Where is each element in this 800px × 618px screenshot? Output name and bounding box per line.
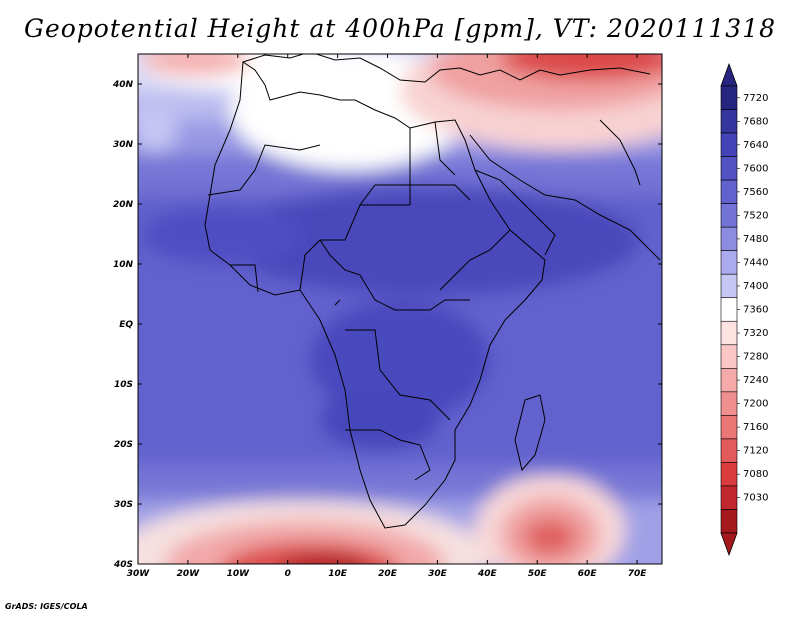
colorbar-label: 7560 (743, 187, 768, 198)
colorbar-segment (720, 156, 738, 181)
x-axis: 30W 20W 10W 0 10E 20E 30E 40E 50E 60E 70E (127, 54, 647, 579)
colorbar-label: 7720 (743, 93, 768, 104)
colorbar-segment (720, 203, 738, 228)
colorbar-segment (720, 415, 738, 440)
x-tick-label: 30W (127, 569, 151, 579)
plot-frame (137, 53, 663, 565)
chart-title: Geopotential Height at 400hPa [gpm], VT:… (23, 14, 777, 43)
colorbar-segment (720, 132, 738, 157)
x-tick-label: 30E (428, 569, 448, 579)
colorbar-segment (720, 250, 738, 275)
colorbar-segment (720, 109, 738, 134)
colorbar-segment (720, 85, 738, 110)
colorbar: 7720 7680 7640 7600 7560 7520 7480 7440 7400 7360… (720, 62, 768, 557)
x-tick-label: 20E (378, 569, 398, 579)
x-tick-label: 40E (477, 569, 498, 579)
colorbar-label: 7080 (743, 469, 768, 480)
colorbar-segment (720, 462, 738, 487)
colorbar-arrow-top (720, 62, 738, 87)
x-tick-label: 60E (578, 569, 598, 579)
colorbar-segment (720, 485, 738, 510)
y-tick-label: 40S (113, 560, 133, 570)
colorbar-segment (720, 226, 738, 251)
colorbar-label: 7320 (743, 328, 768, 339)
x-tick-label: 50E (528, 569, 548, 579)
credit-label: GrADS: IGES/COLA (5, 602, 88, 611)
colorbar-segment (720, 509, 738, 534)
colorbar-label: 7280 (743, 352, 768, 363)
height-field (138, 54, 662, 564)
y-tick-label: 30S (114, 500, 133, 510)
colorbar-label: 7120 (743, 446, 768, 457)
x-tick-label: 10E (328, 569, 348, 579)
y-tick-label: 40N (112, 80, 134, 90)
y-axis: 40S 30S 20S 10S EQ 10N 20N 30N 40N (112, 80, 662, 570)
x-tick-label: 0 (285, 569, 291, 579)
x-tick-label: 70E (628, 569, 648, 579)
y-tick-label: 20S (114, 440, 133, 450)
colorbar-segment (720, 297, 738, 322)
colorbar-label: 7680 (743, 116, 768, 127)
colorbar-segment (720, 320, 738, 346)
colorbar-label: 7440 (743, 257, 768, 268)
coastlines (204, 54, 661, 529)
colorbar-label: 7240 (743, 375, 768, 386)
colorbar-label: 7160 (743, 422, 768, 433)
colorbar-arrow-bottom (720, 532, 738, 557)
colorbar-segment (720, 344, 738, 369)
colorbar-label: 7600 (743, 163, 768, 174)
colorbar-label: 7520 (743, 210, 768, 221)
colorbar-label: 7400 (743, 281, 768, 292)
colorbar-label: 7360 (743, 305, 768, 316)
colorbar-segment (720, 391, 738, 416)
x-tick-label: 10W (227, 569, 251, 579)
y-tick-label: 10N (113, 260, 134, 270)
y-tick-label: EQ (119, 320, 133, 330)
colorbar-segment (720, 438, 738, 463)
colorbar-segment (720, 273, 738, 299)
y-tick-label: 10S (114, 380, 133, 390)
colorbar-segment (720, 368, 738, 393)
y-tick-label: 20N (113, 200, 134, 210)
x-tick-label: 20W (177, 569, 201, 579)
colorbar-label: 7480 (743, 234, 768, 245)
y-tick-label: 30N (113, 140, 134, 150)
colorbar-segment (720, 179, 738, 204)
colorbar-label: 7640 (743, 140, 768, 151)
colorbar-label: 7200 (743, 399, 768, 410)
colorbar-label: 7030 (743, 493, 768, 504)
